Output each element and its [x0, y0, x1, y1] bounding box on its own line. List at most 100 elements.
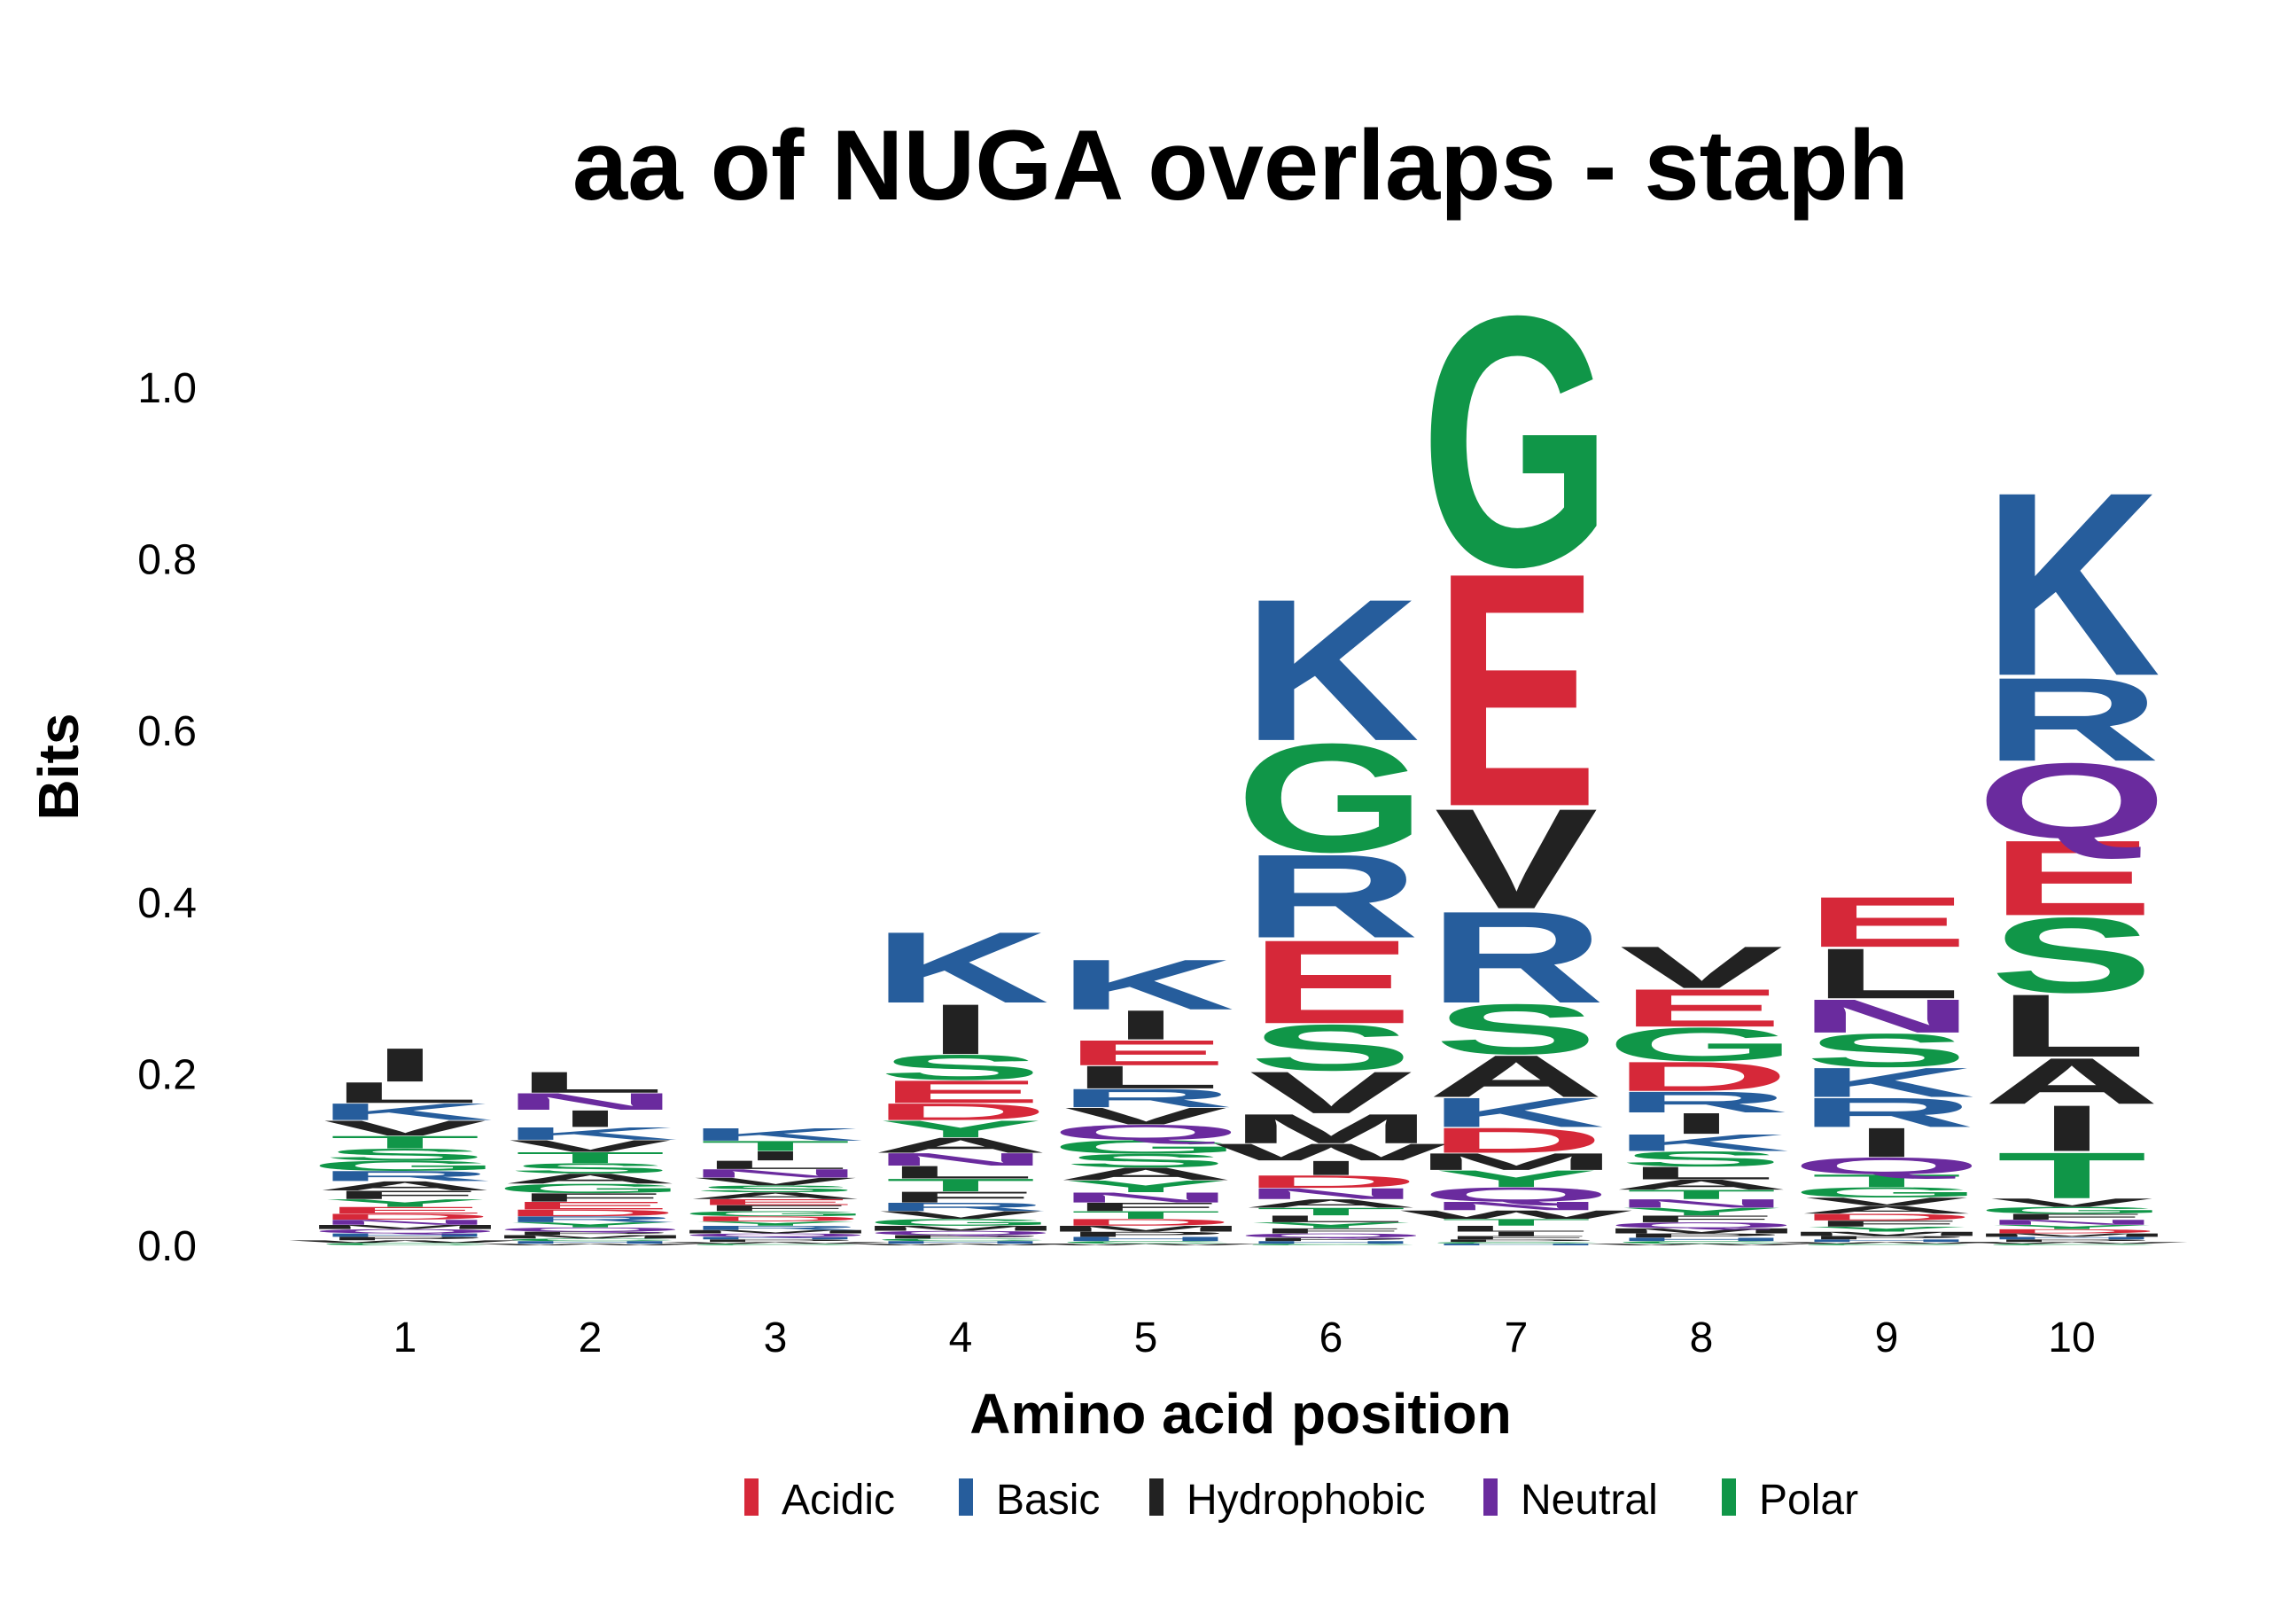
logo-letter-G: G	[494, 1182, 686, 1197]
legend-label: Acidic	[782, 1477, 895, 1524]
logo-letter-P: P	[1990, 1238, 2154, 1243]
y-axis-label: Bits	[27, 714, 90, 821]
logo-letter-Y: Y	[1990, 1224, 2154, 1231]
y-tick-label: 0.8	[137, 537, 197, 584]
logo-letter-G: G	[1976, 1205, 2168, 1215]
logo-letter-T: T	[1441, 1217, 1591, 1228]
logo-letter-P: P	[1805, 1235, 1969, 1240]
logo-letter-E: E	[1249, 916, 1413, 1049]
logo-letter-L: L	[515, 1065, 665, 1099]
logo-letter-H: H	[316, 1232, 494, 1237]
logo-letter-A: A	[1983, 1044, 2160, 1118]
logo-letter-D: D	[316, 1212, 494, 1221]
logo-letter-W: W	[659, 1242, 891, 1244]
logo-letter-S: S	[1435, 989, 1599, 1069]
logo-letter-W: W	[1771, 1242, 2003, 1244]
logo-letter-H: H	[1983, 1236, 2160, 1241]
logo-letter-Q: Q	[1235, 1232, 1427, 1239]
logo-letter-V: V	[694, 1175, 858, 1188]
logo-letter-K: K	[1242, 557, 1420, 784]
logo-letter-I: I	[926, 989, 994, 1069]
logo-letter-R: R	[316, 1168, 494, 1184]
logo-letter-K: K	[872, 911, 1049, 1025]
logo-letter-C: C	[1057, 1240, 1234, 1244]
logo-letter-P: P	[879, 1234, 1043, 1239]
logo-letter-H: H	[1613, 1236, 1790, 1242]
logo-letter-I: I	[1852, 1119, 1920, 1166]
logo-letter-N: N	[1983, 1218, 2160, 1226]
logo-letter-A: A	[1798, 1204, 1975, 1216]
logo-letter-S: S	[1620, 1147, 1784, 1171]
logo-letter-H: H	[1428, 1244, 1605, 1246]
logo-letter-M: M	[1229, 1105, 1434, 1152]
logo-letter-T: T	[1256, 1205, 1405, 1218]
legend-item-basic: Basic	[959, 1477, 1100, 1524]
x-tick-label: 7	[1505, 1314, 1529, 1361]
logo-letter-V: V	[1249, 1059, 1413, 1126]
logo-letter-A: A	[1242, 1197, 1420, 1210]
logo-letter-F: F	[885, 1189, 1035, 1206]
logo-letter-Y: Y	[1064, 1177, 1228, 1196]
logo-letter-N: N	[1613, 1197, 1790, 1210]
logo-letter-E: E	[509, 1199, 673, 1212]
logo-letter-P: P	[694, 1238, 858, 1243]
logo-letter-I: I	[1111, 1002, 1179, 1049]
logo-letter-L: L	[1811, 933, 1961, 1013]
logo-letter-C: C	[1798, 1244, 1975, 1246]
logo-letter-L: L	[700, 1158, 850, 1172]
logo-letter-Y: Y	[1805, 1225, 1969, 1233]
y-axis-ticks: 0.0 0.2 0.4 0.6 0.8 1.0	[137, 365, 197, 1270]
logo-letter-V: V	[879, 1209, 1043, 1221]
logo-letter-I: I	[556, 1105, 624, 1132]
x-tick-label: 3	[764, 1314, 788, 1361]
legend-swatch	[744, 1478, 759, 1516]
legend-swatch	[1483, 1478, 1498, 1516]
logo-letter-M: M	[1785, 1230, 1989, 1237]
logo-letter-K: K	[316, 1098, 494, 1125]
logo-letter-F: F	[1070, 1200, 1220, 1213]
y-tick-label: 1.0	[137, 365, 197, 412]
logo-letter-E: E	[694, 1197, 858, 1207]
logo-letter-P: P	[1249, 1236, 1413, 1242]
logo-letter-K: K	[502, 1124, 679, 1144]
logo-letter-F: F	[700, 1204, 850, 1213]
logo-letter-K: K	[1798, 1059, 1975, 1106]
logo-letter-W: W	[1400, 1208, 1632, 1221]
logo-letter-G: G	[1606, 1018, 1797, 1071]
logo-letter-H: H	[1798, 1238, 1975, 1243]
logo-letter-M: M	[859, 1224, 1063, 1232]
logo-letter-G: G	[865, 1217, 1056, 1228]
logo-letter-F: F	[1441, 1235, 1591, 1240]
chart-title: aa of NUGA overlaps - staph	[572, 110, 1909, 221]
logo-letter-R: R	[1242, 831, 1420, 963]
logo-letter-D: D	[502, 1207, 679, 1218]
logo-letter-N: N	[502, 1088, 679, 1115]
logo-letter-H: H	[687, 1236, 864, 1241]
x-tick-label: 1	[393, 1314, 417, 1361]
x-axis-label: Amino acid position	[969, 1382, 1512, 1446]
logo-letter-D: D	[1057, 1217, 1234, 1228]
logo-letter-Y: Y	[1620, 1205, 1784, 1218]
logo-letter-D: D	[1242, 1172, 1420, 1192]
logo-letter-R: R	[872, 1200, 1049, 1213]
logo-letter-V: V	[509, 1136, 673, 1155]
logo-letter-L: L	[1441, 1224, 1591, 1234]
logo-letter-D: D	[687, 1215, 864, 1223]
logo-letter-T: T	[700, 1138, 850, 1154]
logo-letter-S: S	[1990, 895, 2154, 1015]
logo-letter-H: H	[502, 1240, 679, 1244]
logo-letter-N: N	[316, 1218, 494, 1226]
logo-letter-V: V	[1805, 1195, 1969, 1208]
logo-letter-V: V	[1620, 934, 1784, 1001]
logo-letter-P: P	[1435, 1238, 1599, 1243]
logo-letter-C: C	[1242, 1244, 1420, 1246]
logo-letter-G: G	[309, 1158, 501, 1174]
logo-letter-G: G	[1791, 1184, 1982, 1200]
logo-letter-C: C	[872, 1238, 1049, 1243]
logo-letter-H: H	[872, 1240, 1049, 1244]
logo-letter-Y: Y	[694, 1221, 858, 1228]
logo-letter-T: T	[1811, 1171, 1961, 1191]
logo-letter-C: C	[1983, 1244, 2160, 1246]
chart-legend: Acidic Basic Hydrophobic Neutral Polar	[744, 1477, 1858, 1524]
